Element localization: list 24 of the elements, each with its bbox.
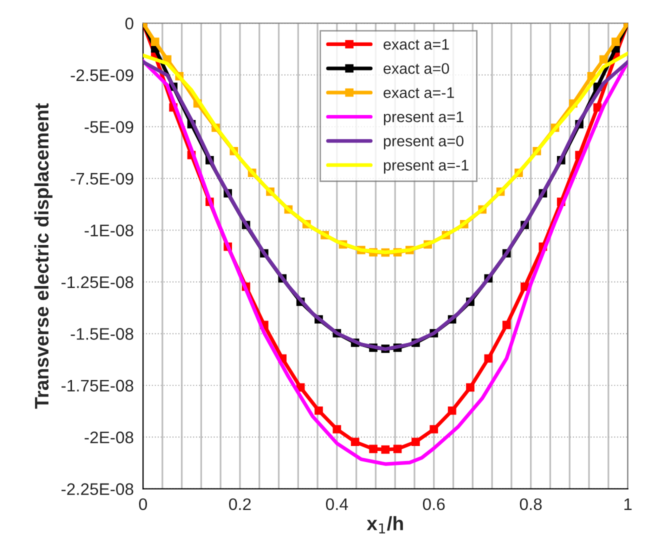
x-axis-title: x$_{1}$/h <box>366 516 403 534</box>
legend-label: exact a=-1 <box>384 87 454 98</box>
y-tick-label: -7.5E-09 <box>70 172 134 185</box>
x-tick-label: 1 <box>624 498 632 510</box>
y-tick-label: -2.25E-08 <box>62 483 134 496</box>
x-tick-label: 0 <box>139 498 147 510</box>
x-tick-label: 0.8 <box>520 498 542 510</box>
y-tick-label: -1.5E-08 <box>70 328 134 340</box>
y-tick-label: -1.75E-08 <box>62 380 134 392</box>
y-tick-label: -1E-08 <box>84 224 134 236</box>
y-tick-label: -1.25E-08 <box>62 276 134 288</box>
legend-label: present a=1 <box>384 112 464 126</box>
x-tick-label: 0.6 <box>422 498 445 510</box>
legend-label: present a=-1 <box>384 160 468 174</box>
y-tick-label: -2.5E-09 <box>70 69 134 82</box>
y-axis-title: Transverse electric displacement <box>34 103 52 409</box>
legend-label: exact a=0 <box>384 63 450 74</box>
legend-label: present a=0 <box>384 136 464 150</box>
x-tick-label: 0.4 <box>326 498 348 510</box>
y-tick-label: -5E-09 <box>84 121 134 133</box>
y-tick-label: 0 <box>125 18 134 30</box>
legend-label: exact a=1 <box>384 39 449 50</box>
y-tick-label: -2E-08 <box>84 432 134 444</box>
x-tick-label: 0.2 <box>229 498 251 510</box>
